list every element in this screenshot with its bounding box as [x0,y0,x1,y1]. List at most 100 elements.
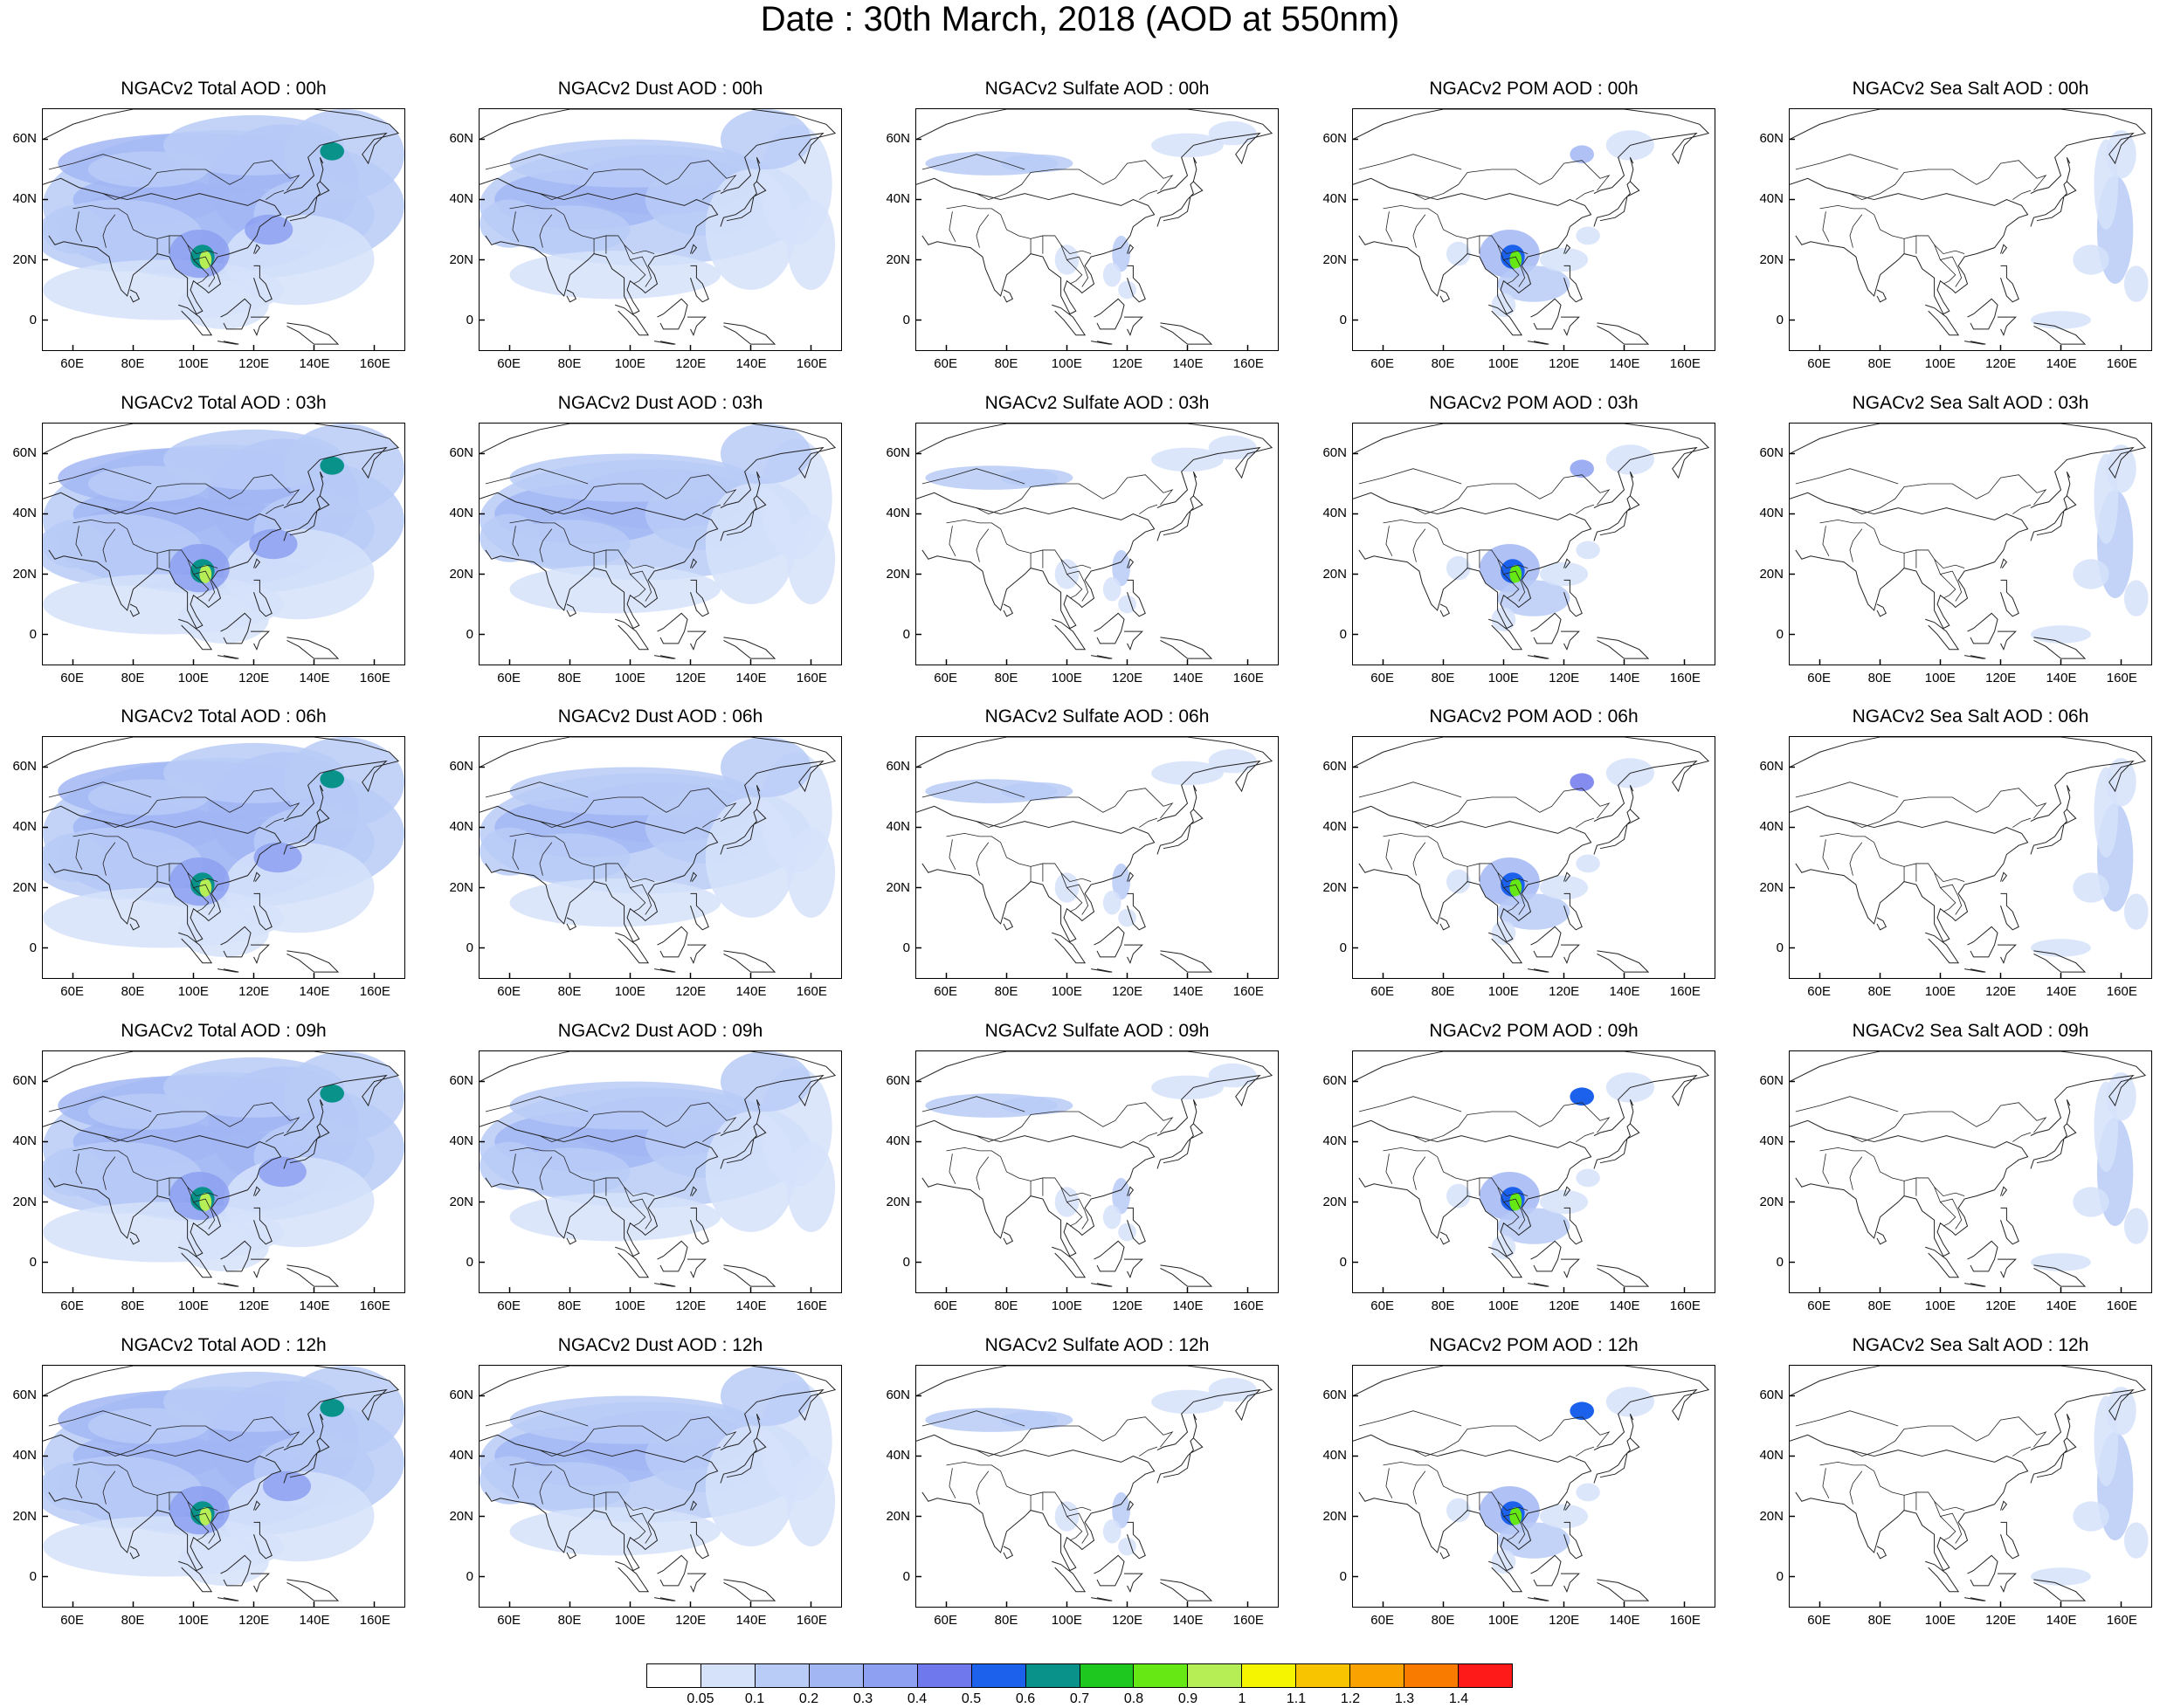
coastline [687,630,707,651]
aod-field [2123,580,2149,616]
aod-field [509,251,721,300]
lon-tick-label: 80E [1867,1298,1892,1313]
country-border [102,1470,116,1505]
coastline [2000,579,2019,617]
country-border [187,1501,216,1544]
country-border [1383,1147,1529,1197]
coastline [2030,809,2077,855]
coastline [43,109,400,195]
coastline [319,784,324,809]
coastline [1563,579,1583,617]
country-border [102,788,300,828]
coastline [129,1231,141,1245]
country-border [921,468,1025,485]
country-border [72,1147,218,1197]
aod-field [2073,872,2109,903]
lon-tick-label: 140E [299,356,330,371]
lon-tick-label: 60E [60,671,84,685]
aod-field [178,280,269,329]
coastline [2000,265,2019,303]
coastline [1967,612,1998,644]
coastline [1563,1521,1583,1560]
coastline [690,579,709,617]
lon-tick-label: 60E [1370,671,1394,685]
country-border [1849,842,1863,876]
lon-tick-label: 160E [796,1298,827,1313]
coastline [1593,181,1640,227]
coastline [690,1207,709,1245]
coastline [723,637,776,659]
panel-title: NGACv2 Sea Salt AOD : 00h [1852,79,2089,99]
country-border [624,1187,652,1229]
country-border [485,1096,589,1112]
lon-tick-label: 140E [2046,1298,2077,1313]
lon-tick-label: 120E [238,984,270,999]
coastline [43,1051,400,1137]
country-border [1412,214,1426,248]
map-panel [479,1365,842,1608]
country-border [75,839,83,870]
aod-field [480,827,540,876]
panel-title: NGACv2 Dust AOD : 09h [557,1021,763,1041]
lon-tick-label: 80E [1431,356,1455,371]
lon-tick-label: 60E [934,356,957,371]
country-border [630,1202,646,1227]
coastline [1192,156,1197,182]
lat-tick-label: 20N [449,1508,473,1524]
country-border [72,519,218,569]
lon-tick-label: 100E [177,984,209,999]
country-border [102,528,116,562]
country-border [75,211,83,242]
country-border [949,526,956,556]
lon-tick-label: 160E [2106,356,2137,371]
lat-tick-label: 40N [886,1448,910,1464]
coastline [1967,298,1998,330]
coastline [657,926,688,958]
coastline [480,805,719,943]
aod-field [1102,1519,1121,1544]
coastline [480,1434,719,1572]
coastline [251,630,270,651]
lat-tick-label: 0 [1776,313,1784,328]
coastline [1563,1500,1571,1511]
panel-title: NGACv2 Dust AOD : 00h [557,79,763,99]
lat-tick-label: 20N [1759,879,1784,895]
coastline [1998,1258,2017,1279]
coastline [1091,341,1113,345]
coastline [1091,655,1113,659]
lat-tick-label: 60N [1322,1072,1347,1088]
aod-field [199,1507,212,1525]
coastline [1563,1186,1571,1196]
coastline [1353,1434,1592,1572]
lon-tick-label: 120E [675,984,707,999]
country-border [1383,519,1529,569]
panel-title: NGACv2 POM AOD : 03h [1429,393,1639,413]
colorbar-level-label: 0.1 [744,1691,765,1706]
aod-field [1102,576,1121,602]
lon-tick-label: 160E [1669,1613,1701,1628]
country-border [1795,468,1899,485]
country-border [976,474,1174,514]
lon-tick-label: 80E [994,356,1018,371]
coastline [1094,298,1125,330]
map-panel [1352,423,1715,665]
lat-tick-label: 20N [449,1194,473,1209]
lat-tick-label: 60N [449,444,473,460]
coastline [690,244,698,254]
lon-tick-label: 80E [1867,356,1892,371]
coastline [1967,1554,1998,1587]
coastline [43,805,282,943]
coastline [2033,1264,2087,1287]
coastline [43,424,400,509]
map-svg [480,424,837,665]
country-border [509,1147,655,1197]
country-border [1849,214,1863,248]
coastline [756,1413,761,1438]
coastline [1091,968,1113,973]
aod-field [509,1395,751,1444]
lon-tick-label: 100E [177,671,209,685]
country-border [75,1468,83,1498]
aod-field [253,842,302,873]
coastline [43,492,282,630]
lon-tick-label: 80E [994,671,1018,685]
